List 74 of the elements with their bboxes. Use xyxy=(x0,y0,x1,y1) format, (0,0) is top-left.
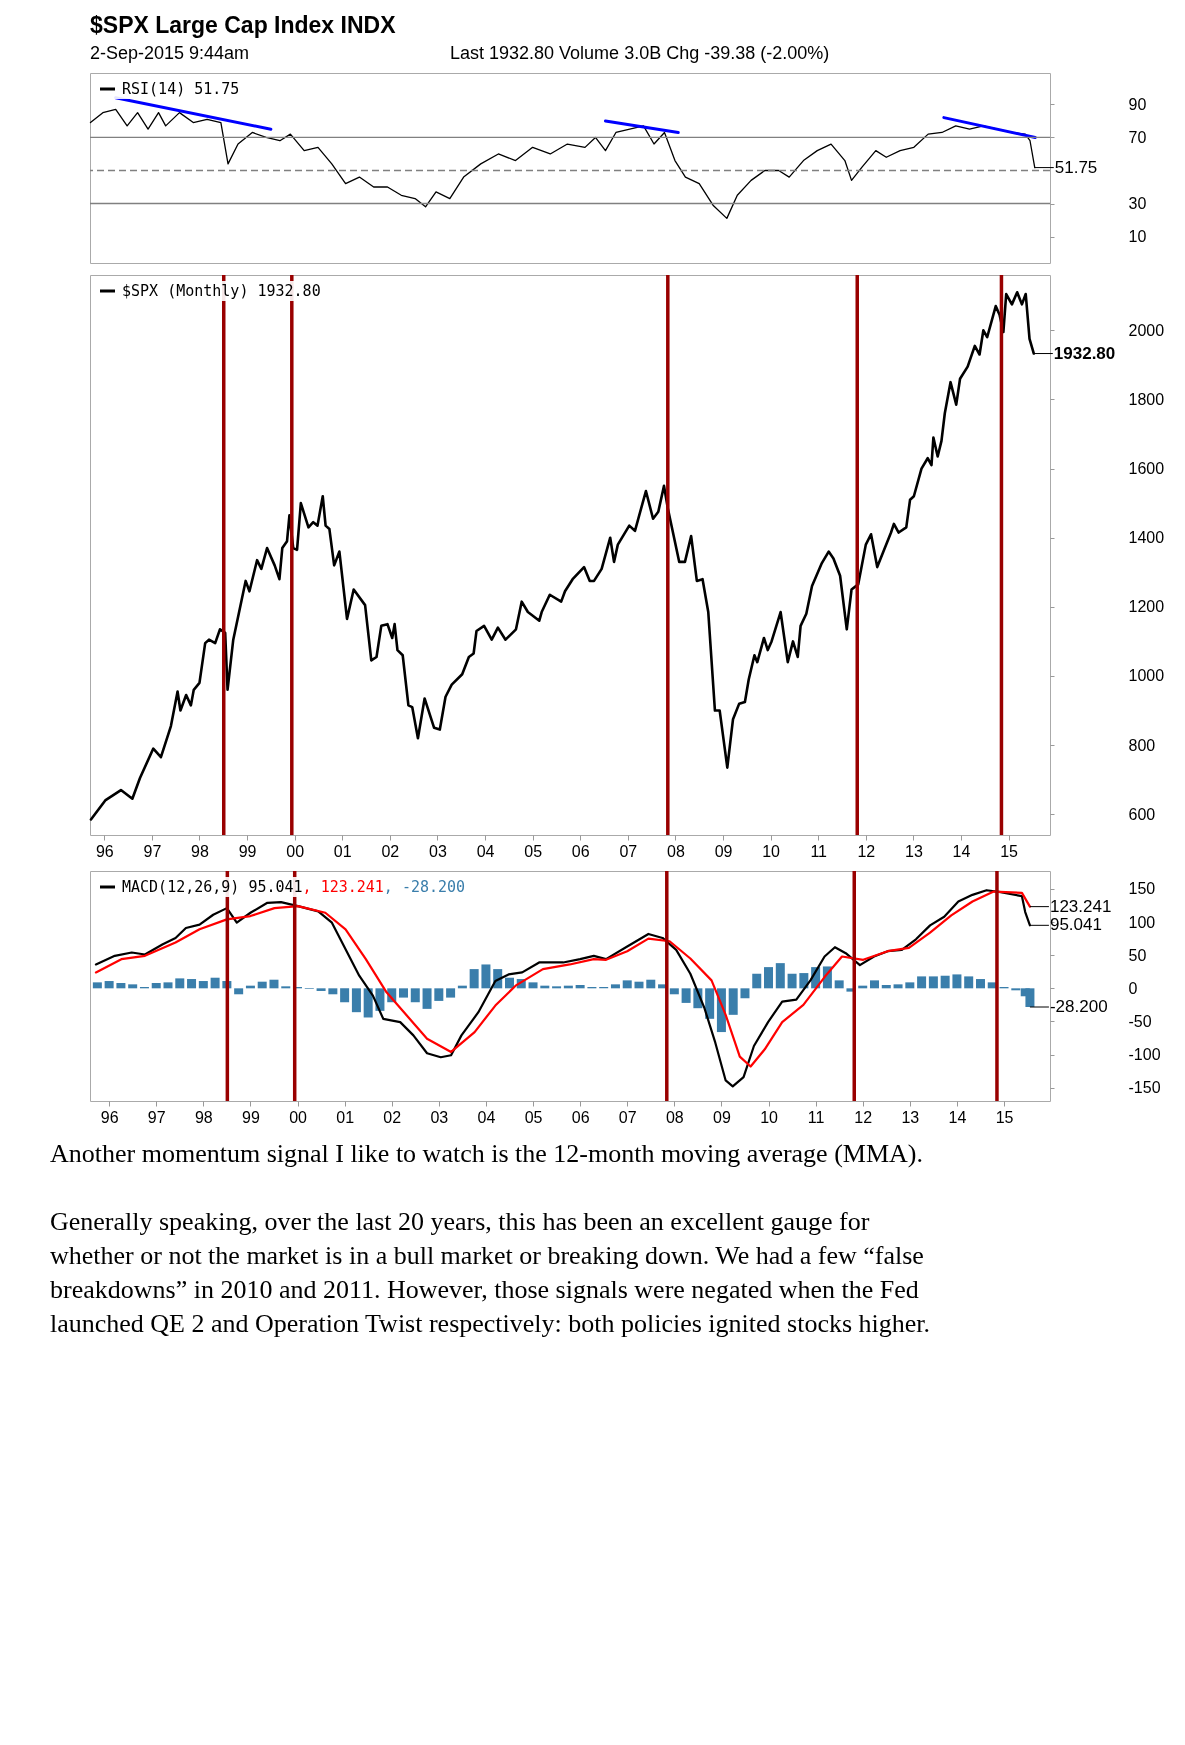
x-tick-label: 12 xyxy=(857,842,876,860)
y-tick-label: -100 xyxy=(1128,1046,1161,1064)
series-label: , 123.241 xyxy=(302,878,384,896)
text: Last 1932.80 Volume 3.0B Chg -39.38 (-2.00%) xyxy=(450,43,830,63)
x-tick-label: 15 xyxy=(995,1108,1014,1126)
data-label: -28.200 xyxy=(1049,997,1108,1017)
x-tick-label: 00 xyxy=(289,1108,308,1126)
x-tick-label: 02 xyxy=(381,842,400,860)
y-tick-label: 1400 xyxy=(1128,529,1165,547)
data-label: 95.041 xyxy=(1049,915,1102,935)
y-tick-label: 1200 xyxy=(1128,598,1165,616)
x-tick-label: 04 xyxy=(477,1108,496,1126)
x-tick-label: 06 xyxy=(571,1108,590,1126)
x-tick-label: 14 xyxy=(948,1108,967,1126)
y-tick-label: 1600 xyxy=(1128,460,1165,478)
x-tick-label: 12 xyxy=(854,1108,873,1126)
y-tick-label: 100 xyxy=(1128,913,1156,931)
x-tick-label: 06 xyxy=(571,842,590,860)
x-tick-label: 04 xyxy=(476,842,495,860)
x-tick-label: 08 xyxy=(665,1108,684,1126)
text: Another momentum signal I like to watch is the 12-month moving average (MMA). xyxy=(50,1139,923,1168)
y-tick-label: 70 xyxy=(1128,128,1147,146)
y-tick-label: 600 xyxy=(1128,805,1156,823)
x-tick-label: 07 xyxy=(618,1108,637,1126)
x-tick-label: 97 xyxy=(147,1108,166,1126)
legend-label: RSI(14) 51.75 xyxy=(122,80,240,98)
x-tick-label: 05 xyxy=(524,1108,543,1126)
x-tick-label: 10 xyxy=(762,842,781,860)
x-tick-label: 98 xyxy=(191,842,209,860)
x-tick-label: 13 xyxy=(901,1108,920,1126)
x-tick-label: 09 xyxy=(714,842,733,860)
x-tick-label: 15 xyxy=(1000,842,1019,860)
x-tick-label: 98 xyxy=(194,1108,213,1126)
legend-label: $SPX (Monthly) 1932.80 xyxy=(122,282,321,300)
x-tick-label: 97 xyxy=(143,842,162,860)
x-tick-label: 07 xyxy=(619,842,638,860)
y-tick-label: 2000 xyxy=(1128,321,1165,339)
y-tick-label: 1000 xyxy=(1128,667,1165,685)
x-tick-label: 08 xyxy=(667,842,685,860)
data-label: 123.241 xyxy=(1049,896,1112,916)
chart-title: $SPX Large Cap Index INDX xyxy=(90,12,397,38)
y-tick-label: 50 xyxy=(1128,946,1147,964)
x-tick-label: 96 xyxy=(95,842,114,860)
legend-label: MACD(12,26,9) 95.041 xyxy=(122,878,303,896)
data-label: 51.75 xyxy=(1054,157,1098,177)
y-tick-label: 10 xyxy=(1128,228,1147,246)
x-tick-label: 01 xyxy=(333,842,352,860)
y-tick-label: 150 xyxy=(1128,880,1156,898)
x-tick-label: 99 xyxy=(242,1108,260,1126)
y-tick-label: 800 xyxy=(1128,736,1156,754)
x-tick-label: 10 xyxy=(760,1108,779,1126)
y-tick-label: 30 xyxy=(1128,195,1147,213)
text: , -28.200 xyxy=(383,878,466,896)
y-tick-label: 0 xyxy=(1128,979,1138,997)
x-tick-label: 09 xyxy=(713,1108,731,1126)
x-tick-label: 11 xyxy=(807,1108,825,1126)
y-tick-label: 90 xyxy=(1128,95,1147,113)
x-tick-label: 11 xyxy=(810,842,828,860)
y-tick-label: -150 xyxy=(1128,1079,1161,1097)
text: 2-Sep-2015 9:44am xyxy=(90,43,250,63)
y-tick-label: 1800 xyxy=(1128,390,1165,408)
x-tick-label: 02 xyxy=(383,1108,402,1126)
x-tick-label: 05 xyxy=(524,842,543,860)
y-tick-label: -50 xyxy=(1128,1012,1152,1030)
x-tick-label: 13 xyxy=(905,842,923,860)
x-tick-label: 03 xyxy=(430,1108,449,1126)
x-tick-label: 03 xyxy=(429,842,447,860)
x-tick-label: 14 xyxy=(952,842,971,860)
data-label: 1932.80 xyxy=(1053,343,1116,363)
x-tick-label: 00 xyxy=(286,842,305,860)
text: Generally speaking, over the last 20 years, this has been an excellent gauge for whether or not the market is in a bull market or breaking down. We had a few “false breakdowns” in 2010 and 2011. However, those signals were negated when the Fed launched QE 2 and Operation Twist respectively: both policies ignited stocks higher. xyxy=(50,1207,931,1338)
x-tick-label: 99 xyxy=(238,842,257,860)
x-tick-label: 96 xyxy=(100,1108,119,1126)
x-tick-label: 01 xyxy=(336,1108,355,1126)
